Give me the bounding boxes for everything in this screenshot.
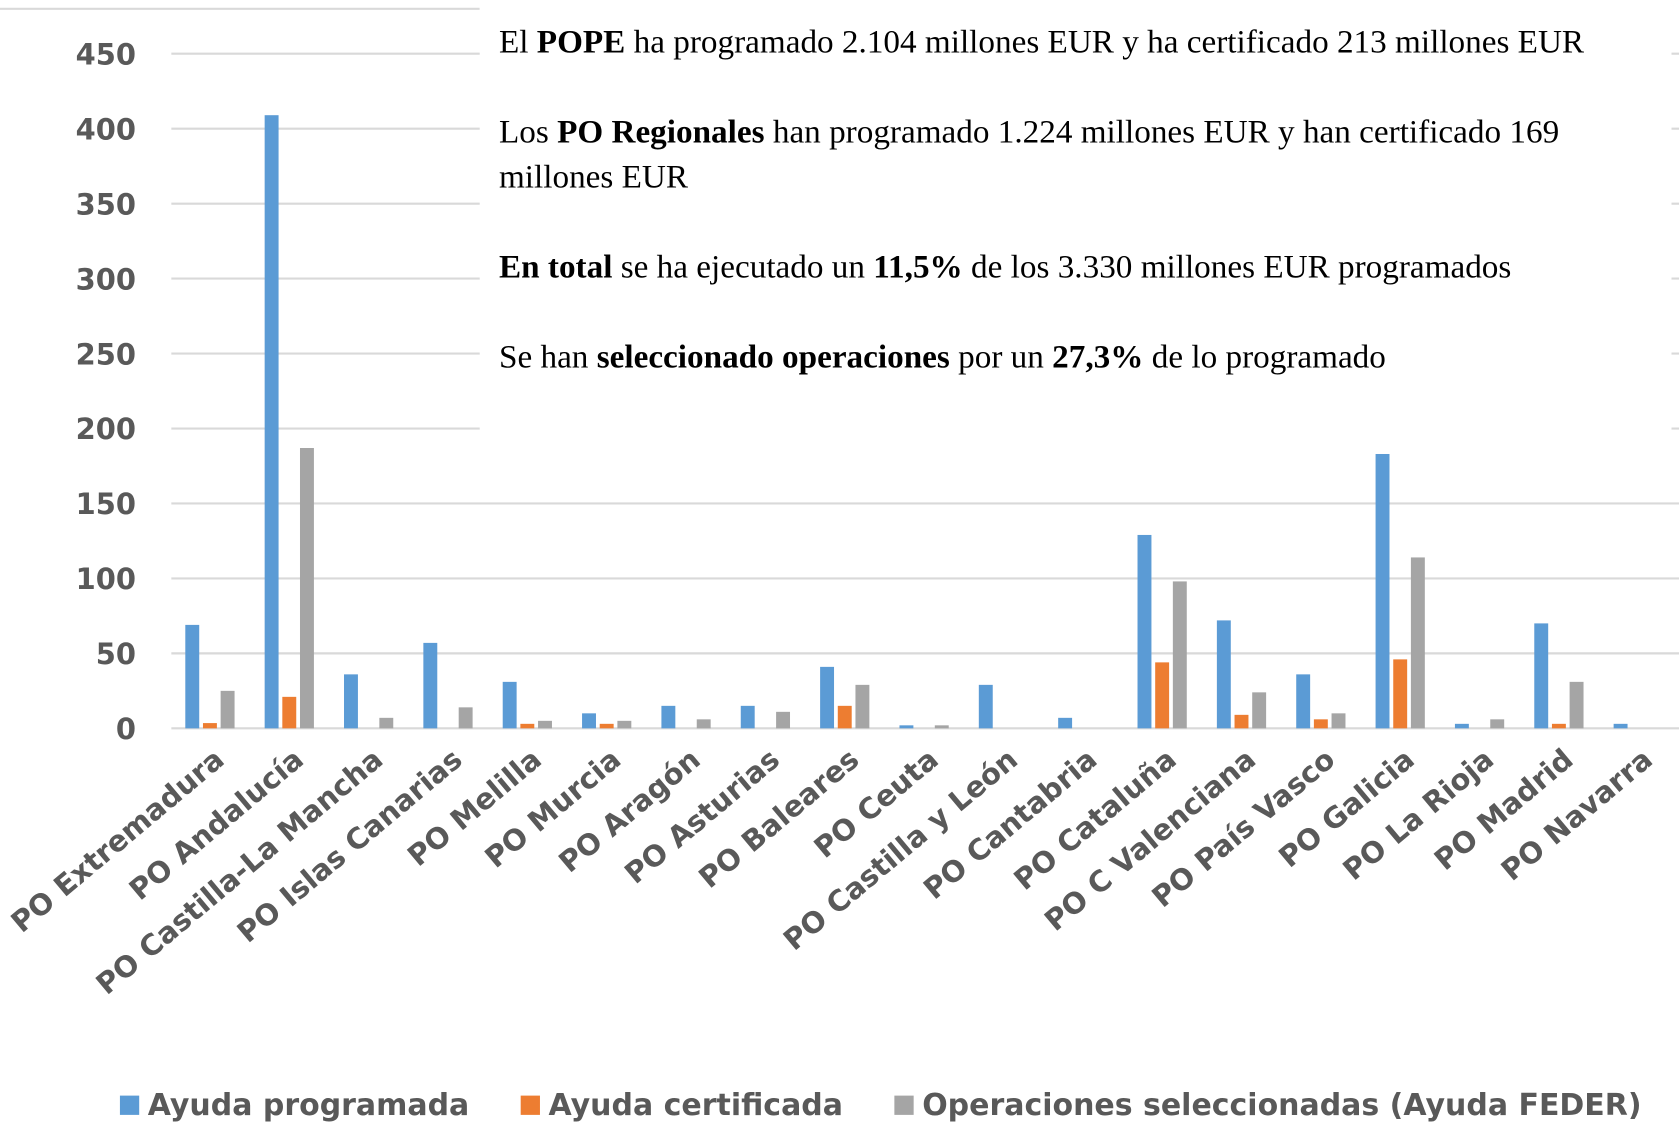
legend-swatch xyxy=(894,1095,914,1115)
bar xyxy=(1137,534,1152,729)
y-tick-label: 450 xyxy=(76,37,136,71)
bar xyxy=(696,719,711,729)
bar xyxy=(1534,623,1549,729)
bar xyxy=(502,681,517,729)
note-text: El xyxy=(498,22,537,61)
bar xyxy=(1155,662,1170,729)
bar xyxy=(423,642,438,729)
bar xyxy=(1490,719,1505,729)
bar xyxy=(1393,659,1408,729)
bar xyxy=(1410,557,1425,729)
y-tick-label: 100 xyxy=(76,562,136,596)
note-paragraph: El POPE ha programado 2.104 millones EUR… xyxy=(499,19,1661,64)
note-bold-text: POPE xyxy=(536,22,626,61)
bar xyxy=(899,725,914,729)
note-text: ha programado 2.104 millones EUR y ha ce… xyxy=(625,22,1585,61)
bars xyxy=(185,115,1628,729)
bar xyxy=(538,720,552,729)
y-tick-label: 300 xyxy=(76,262,136,296)
note-bold-text: En total xyxy=(498,247,613,286)
legend-label: Ayuda certificada xyxy=(549,1088,843,1123)
note-text: Se han xyxy=(498,337,597,375)
note-text: por un xyxy=(949,337,1053,375)
bar xyxy=(299,447,314,729)
bar xyxy=(599,723,614,729)
bar xyxy=(264,115,279,729)
legend-swatch xyxy=(520,1095,540,1115)
y-tick-label: 0 xyxy=(116,712,136,746)
bar xyxy=(1216,620,1231,729)
bar xyxy=(740,705,755,729)
bar xyxy=(820,666,835,729)
y-tick-label: 400 xyxy=(76,112,136,146)
y-tick-label: 250 xyxy=(76,337,136,371)
legend-label: Ayuda programada xyxy=(148,1088,470,1123)
bar xyxy=(185,624,200,729)
bar xyxy=(1569,681,1584,729)
bar xyxy=(344,674,358,729)
note-bold-text: 27,3% xyxy=(1052,337,1144,375)
bar xyxy=(1613,723,1628,729)
bar xyxy=(1551,723,1566,729)
bar xyxy=(978,684,993,729)
bar xyxy=(1058,717,1073,729)
note-bold-text: seleccionado operaciones xyxy=(596,337,950,375)
bar xyxy=(520,723,535,729)
bar xyxy=(661,705,676,729)
bar xyxy=(617,720,632,729)
note-bold-text: 11,5% xyxy=(873,247,963,286)
grid: 0 50 100 150 200 250 300 350 400 450 xyxy=(76,37,1679,746)
note-text: Los xyxy=(498,112,558,151)
y-tick-label: 150 xyxy=(76,487,136,521)
bar xyxy=(1234,714,1249,729)
note-bold-text: PO Regionales xyxy=(557,112,765,151)
notes-background xyxy=(479,0,1672,433)
bar xyxy=(1252,692,1267,729)
bar xyxy=(1313,719,1328,729)
notes: El POPE ha programado 2.104 millones EUR… xyxy=(499,19,1661,379)
note-text: de los 3.330 millones EUR programados xyxy=(962,247,1512,286)
bar xyxy=(1375,453,1390,729)
note-paragraph: Se han seleccionado operaciones por un 2… xyxy=(499,334,1661,379)
bar xyxy=(776,711,791,729)
bar xyxy=(220,690,235,729)
note-paragraph: Los PO Regionales han programado 1.224 m… xyxy=(499,109,1661,199)
bar xyxy=(837,705,852,729)
bar xyxy=(282,696,297,729)
legend-swatch xyxy=(119,1095,140,1115)
note-text: de lo programado xyxy=(1143,337,1386,375)
note-text: se ha ejecutado un xyxy=(612,247,874,286)
bar xyxy=(855,684,870,729)
bar xyxy=(582,713,596,729)
legend: Ayuda programada Ayuda certificada Operaci… xyxy=(119,1088,1642,1123)
bar xyxy=(1172,581,1187,729)
legend-label: Operaciones seleccionadas (Ayuda FEDER) xyxy=(922,1088,1641,1123)
note-paragraph: En total se ha ejecutado un 11,5% de los… xyxy=(499,244,1661,289)
y-tick-label: 50 xyxy=(96,637,136,671)
bar xyxy=(1454,723,1469,729)
bar xyxy=(379,717,394,729)
note-text: han programado 1.224 millones EUR y han … xyxy=(498,112,1568,196)
y-tick-label: 200 xyxy=(76,412,136,446)
bar xyxy=(202,723,217,729)
bar xyxy=(1331,713,1346,729)
bar xyxy=(458,707,473,729)
bar xyxy=(1296,674,1311,729)
bar xyxy=(934,725,949,729)
notes-box: El POPE ha programado 2.104 millones EUR… xyxy=(499,19,1661,379)
y-tick-label: 350 xyxy=(76,187,136,221)
